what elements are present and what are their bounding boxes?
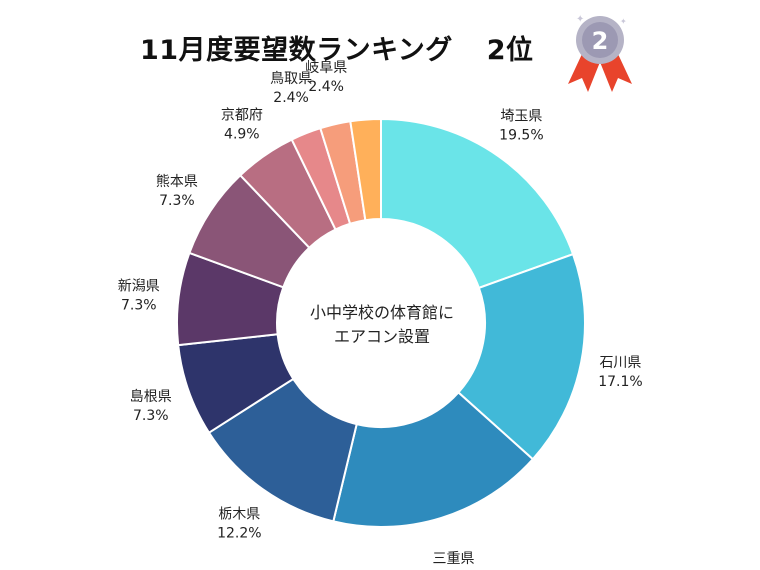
rank-label: 2位 [486, 35, 534, 66]
medal-ribbon-right [600, 54, 632, 92]
slice-label: 栃木県 [218, 507, 260, 523]
center-label-line-1: 小中学校の体育館に [310, 303, 454, 322]
slice-value-label: 2.4% [308, 79, 344, 95]
medal-ribbon-left [568, 54, 600, 92]
slice-value-label: 7.3% [121, 298, 157, 314]
slice-label: 埼玉県 [500, 108, 542, 124]
silver-medal-icon: 2 ✦ ✦ [568, 14, 632, 92]
chart-title: 11月度要望数ランキング 2位 [140, 28, 534, 67]
slice-1 [380, 117, 575, 290]
sparkle-icon: ✦ [576, 14, 584, 25]
medal-number: 2 [592, 27, 609, 55]
slice-value-label: 12.2% [217, 526, 261, 542]
slice-value-label: 2.4% [273, 90, 309, 106]
slice-label: 熊本県 [156, 174, 198, 190]
slice-3 [332, 391, 535, 528]
slice-11 [349, 117, 382, 222]
slice-label: 島根県 [130, 389, 172, 405]
slice-value-label: 7.3% [133, 408, 169, 424]
slice-label: 鳥取県 [270, 71, 312, 87]
slice-group [176, 117, 586, 528]
slice-value-label: 17.1% [598, 374, 642, 390]
center-label-line-2: エアコン設置 [334, 327, 430, 346]
slice-value-label: 7.3% [159, 193, 195, 209]
slice-label: 三重県 [433, 551, 475, 567]
slice-label: 岐阜県 [305, 59, 347, 76]
slice-label: 京都府 [221, 108, 263, 124]
slice-value-label: 19.5% [499, 127, 543, 143]
sparkle-icon: ✦ [620, 17, 627, 26]
chart-title-text: 11月度要望数ランキング [140, 35, 453, 66]
slice-label: 石川県 [599, 355, 641, 371]
slice-value-label: 4.9% [224, 127, 260, 143]
slice-2 [457, 252, 586, 461]
slice-label: 新潟県 [118, 279, 160, 295]
medal-inner-disc [582, 22, 618, 58]
label-group: 埼玉県19.5%石川県17.1%三重県17.1%栃木県12.2%島根県7.3%新… [118, 59, 643, 570]
